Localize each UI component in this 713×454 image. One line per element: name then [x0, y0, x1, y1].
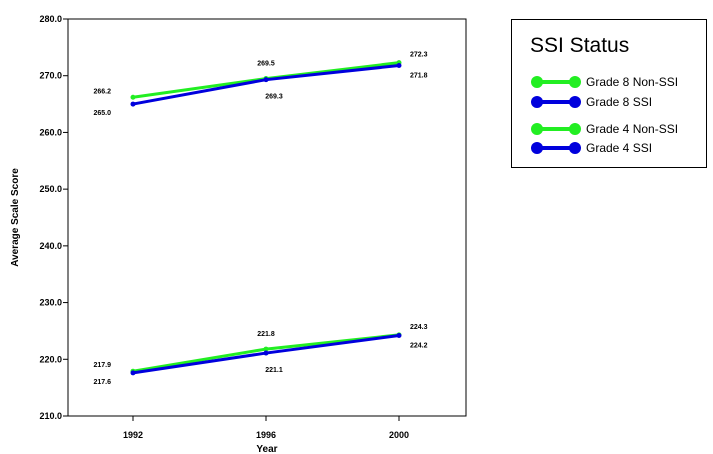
legend-marker — [531, 142, 543, 154]
legend-item: Grade 4 Non-SSI — [530, 120, 678, 138]
data-label: 265.0 — [93, 110, 111, 117]
y-tick-label: 230.0 — [39, 298, 62, 308]
legend-marker — [531, 123, 543, 135]
legend-title: SSI Status — [530, 34, 630, 57]
x-tick-label: 1992 — [123, 430, 143, 440]
data-label: 221.8 — [257, 331, 275, 338]
y-tick-label: 220.0 — [39, 354, 62, 364]
y-tick-label: 210.0 — [39, 411, 62, 421]
legend-marker — [569, 142, 581, 154]
legend-marker — [531, 76, 543, 88]
legend-swatch — [531, 96, 581, 108]
data-point — [263, 77, 269, 83]
legend-marker — [569, 123, 581, 135]
legend-marker — [569, 76, 581, 88]
legend-item: Grade 4 SSI — [530, 139, 652, 157]
data-point — [130, 101, 136, 107]
legend-label: Grade 4 SSI — [586, 141, 653, 155]
data-label: 269.5 — [257, 61, 275, 68]
legend-label: Grade 8 Non-SSI — [586, 75, 679, 89]
legend-label: Grade 4 Non-SSI — [586, 122, 679, 136]
y-tick-label: 250.0 — [39, 184, 62, 194]
data-label: 266.2 — [93, 88, 111, 95]
y-tick-label: 240.0 — [39, 241, 62, 251]
data-label: 269.3 — [265, 94, 283, 101]
legend-swatch — [531, 123, 581, 135]
data-point — [263, 346, 269, 352]
plot-area — [67, 18, 467, 417]
y-axis-title: Average Scale Score — [10, 168, 21, 267]
legend-item: Grade 8 Non-SSI — [530, 73, 678, 91]
data-point — [396, 63, 402, 69]
legend-label: Grade 8 SSI — [586, 95, 653, 109]
data-label: 224.3 — [410, 324, 428, 331]
y-tick-label: 260.0 — [39, 127, 62, 137]
data-point — [130, 370, 136, 376]
data-label: 271.8 — [410, 73, 428, 80]
legend-marker — [569, 96, 581, 108]
data-point — [396, 332, 402, 338]
legend-swatch — [531, 76, 581, 88]
x-tick-label: 1996 — [256, 430, 276, 440]
y-tick-label: 270.0 — [39, 71, 62, 81]
data-label: 272.3 — [410, 52, 428, 59]
legend: SSI Status Grade 8 Non-SSI Grade 8 SSI Gra… — [511, 19, 707, 168]
y-tick-label: 280.0 — [39, 14, 62, 24]
x-axis-title: Year — [256, 444, 277, 454]
legend-item: Grade 8 SSI — [530, 93, 652, 111]
data-label: 224.2 — [410, 342, 428, 349]
data-point — [130, 94, 136, 100]
data-label: 217.9 — [93, 362, 111, 369]
data-point — [263, 350, 269, 356]
data-label: 217.6 — [93, 379, 111, 386]
x-tick-label: 2000 — [389, 430, 409, 440]
legend-marker — [531, 96, 543, 108]
legend-swatch — [531, 142, 581, 154]
data-label: 221.1 — [265, 367, 283, 374]
